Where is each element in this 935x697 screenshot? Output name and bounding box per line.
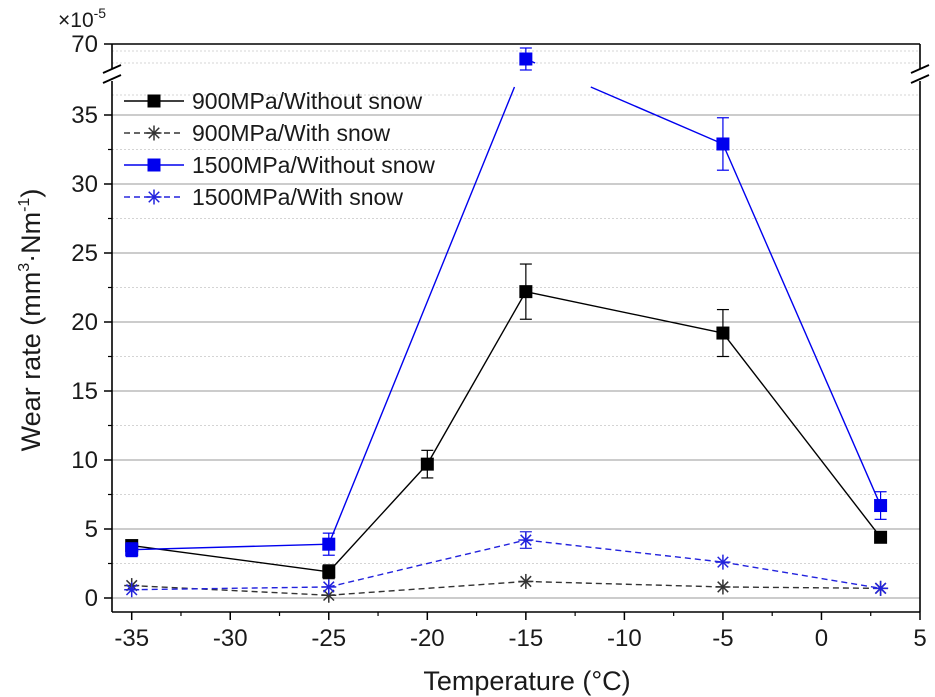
data-point-asterisk bbox=[146, 189, 162, 205]
x-tick-label: -10 bbox=[607, 625, 642, 652]
grid-lines bbox=[112, 50, 920, 599]
data-point-asterisk bbox=[715, 554, 731, 570]
data-point-square bbox=[716, 137, 730, 151]
legend: 900MPa/Without snow 900MPa/With snow 1500M… bbox=[124, 88, 435, 210]
legend-item-3: 1500MPa/With snow bbox=[124, 184, 403, 210]
y-tick-label: 15 bbox=[71, 378, 98, 405]
data-point-asterisk bbox=[715, 579, 731, 595]
x-tick-label: 5 bbox=[913, 625, 926, 652]
data-point-square bbox=[147, 158, 161, 172]
series-line-segment bbox=[328, 86, 516, 545]
series-line-segment bbox=[590, 86, 724, 145]
x-tick-label: -15 bbox=[509, 625, 544, 652]
series-2 bbox=[125, 47, 888, 558]
data-point-square bbox=[874, 499, 888, 513]
series-line-segment bbox=[328, 463, 428, 573]
legend-label: 900MPa/With snow bbox=[192, 120, 391, 146]
y-tick-label-upper: 70 bbox=[71, 31, 98, 58]
x-tick-label: -30 bbox=[213, 625, 248, 652]
y-tick-label: 10 bbox=[71, 447, 98, 474]
y-multiplier-label: ×10-5 bbox=[58, 5, 106, 32]
data-point-square bbox=[322, 565, 336, 579]
y-axis-title: Wear rate (mm3·Nm-1) bbox=[16, 189, 46, 452]
legend-label: 900MPa/Without snow bbox=[192, 88, 423, 114]
series-line-segment bbox=[131, 586, 329, 591]
y-tick-label: 25 bbox=[71, 240, 98, 267]
data-point-asterisk bbox=[321, 587, 337, 603]
legend-item-2: 1500MPa/Without snow bbox=[124, 152, 435, 178]
x-tick-label: -25 bbox=[311, 625, 346, 652]
y-tick-label: 5 bbox=[85, 516, 98, 543]
data-point-asterisk bbox=[321, 579, 337, 595]
y-tick-label: 30 bbox=[71, 171, 98, 198]
x-tick-label: -20 bbox=[410, 625, 445, 652]
axis-break-mark bbox=[102, 64, 122, 74]
series-3 bbox=[124, 531, 889, 598]
data-point-square bbox=[322, 537, 336, 551]
data-point-square bbox=[716, 326, 730, 340]
x-tick-label: -5 bbox=[712, 625, 733, 652]
legend-label: 1500MPa/With snow bbox=[192, 184, 403, 210]
data-point-square bbox=[519, 285, 533, 299]
x-axis-title: Temperature (°C) bbox=[423, 666, 630, 696]
data-point-asterisk bbox=[518, 573, 534, 589]
series-group bbox=[124, 47, 889, 603]
axis-break-mark bbox=[102, 74, 122, 84]
legend-label: 1500MPa/Without snow bbox=[192, 152, 435, 178]
series-line-segment bbox=[722, 143, 882, 506]
data-point-square bbox=[147, 94, 161, 108]
axis-break-mark bbox=[910, 64, 930, 74]
data-point-square bbox=[519, 52, 533, 66]
series-line-segment bbox=[722, 332, 882, 538]
data-point-square bbox=[420, 457, 434, 471]
legend-item-0: 900MPa/Without snow bbox=[124, 88, 423, 114]
data-point-asterisk bbox=[518, 532, 534, 548]
x-tick-label: -35 bbox=[114, 625, 149, 652]
series-line-segment bbox=[131, 543, 329, 551]
series-line-segment bbox=[722, 561, 881, 590]
legend-item-1: 900MPa/With snow bbox=[124, 120, 391, 146]
x-tick-label: 0 bbox=[815, 625, 828, 652]
series-line-segment bbox=[131, 584, 329, 596]
data-point-square bbox=[125, 543, 139, 557]
series-line-segment bbox=[426, 291, 527, 465]
data-point-square bbox=[874, 530, 888, 544]
series-line-segment bbox=[722, 586, 881, 590]
tick-labels: -35 -30 -25 -20 -15 -10 -5 0 5 0 5 10 15 20 25 30 35 70 bbox=[71, 31, 926, 652]
y-tick-label: 0 bbox=[85, 585, 98, 612]
series-line-segment bbox=[525, 539, 724, 563]
y-tick-label: 20 bbox=[71, 309, 98, 336]
series-line-segment bbox=[131, 544, 329, 573]
series-line-segment bbox=[525, 580, 723, 588]
series-0 bbox=[125, 263, 888, 580]
series-line-segment bbox=[328, 580, 526, 596]
axes bbox=[102, 43, 930, 620]
series-line-segment bbox=[328, 539, 527, 588]
y-tick-label: 35 bbox=[71, 102, 98, 129]
data-point-asterisk bbox=[873, 580, 889, 596]
data-point-asterisk bbox=[146, 125, 162, 141]
axis-break-mark bbox=[910, 74, 930, 84]
series-line-segment bbox=[525, 290, 724, 334]
data-point-asterisk bbox=[124, 582, 140, 598]
